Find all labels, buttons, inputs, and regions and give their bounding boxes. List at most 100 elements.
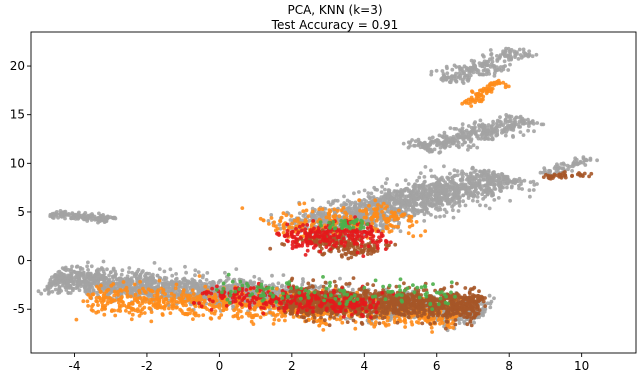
- point-gray: [87, 276, 92, 280]
- point-gray: [91, 274, 96, 278]
- point-gray: [342, 194, 346, 199]
- point-gray: [438, 207, 443, 212]
- point-gray: [134, 276, 139, 280]
- point-gray: [480, 63, 485, 68]
- point-gray: [357, 203, 362, 208]
- point-gray: [484, 132, 489, 137]
- point-gray: [75, 215, 79, 220]
- point-gray: [484, 128, 489, 133]
- point-gray: [126, 270, 131, 274]
- point-gray: [444, 191, 448, 195]
- point-gray: [75, 270, 79, 275]
- point-gray: [119, 277, 124, 281]
- chart-title: PCA, KNN (k=3): [287, 3, 382, 17]
- point-gray: [248, 280, 253, 285]
- point-gray: [553, 164, 558, 169]
- point-gray: [508, 62, 512, 67]
- point-gray: [450, 138, 454, 143]
- point-gray: [431, 141, 436, 145]
- point-gray: [136, 267, 141, 272]
- point-gray: [403, 178, 408, 183]
- point-gray: [429, 168, 433, 173]
- point-gray: [186, 279, 191, 284]
- point-gray: [441, 178, 446, 183]
- point-gray: [276, 281, 281, 286]
- point-gray: [410, 204, 415, 209]
- point-gray: [435, 138, 440, 142]
- point-gray: [70, 264, 74, 269]
- point-gray: [165, 289, 170, 294]
- point-gray: [252, 274, 257, 279]
- point-gray: [444, 184, 448, 189]
- point-gray: [129, 282, 133, 286]
- point-gray: [478, 203, 482, 208]
- point-gray: [379, 190, 384, 195]
- point-gray: [361, 202, 366, 207]
- point-gray: [74, 275, 79, 280]
- point-gray: [476, 174, 481, 179]
- point-gray: [507, 178, 511, 183]
- point-gray: [85, 272, 90, 276]
- point-gray: [402, 188, 407, 193]
- point-gray: [508, 198, 512, 203]
- point-gray: [490, 59, 495, 64]
- point-gray: [489, 131, 493, 136]
- point-gray: [333, 198, 338, 203]
- point-gray: [101, 267, 105, 272]
- point-gray: [78, 281, 82, 285]
- point-gray: [372, 185, 377, 190]
- point-gray: [90, 282, 94, 286]
- point-gray: [429, 174, 434, 179]
- point-gray: [475, 195, 480, 199]
- point-gray: [161, 283, 166, 287]
- point-gray: [507, 119, 511, 123]
- point-gray: [395, 190, 400, 195]
- point-gray: [310, 198, 315, 203]
- point-gray: [451, 215, 456, 220]
- point-gray: [430, 135, 435, 140]
- point-gray: [479, 137, 483, 141]
- point-gray: [448, 144, 452, 149]
- point-gray: [488, 305, 493, 310]
- point-gray: [100, 214, 105, 219]
- point-orange: [283, 318, 287, 323]
- point-gray: [456, 188, 461, 193]
- point-gray: [440, 69, 445, 73]
- point-gray: [466, 124, 471, 128]
- point-gray: [446, 201, 451, 206]
- point-gray: [494, 68, 498, 73]
- point-gray: [387, 188, 392, 193]
- point-gray: [47, 290, 52, 295]
- point-gray: [125, 278, 129, 282]
- point-gray: [119, 272, 124, 277]
- point-gray: [120, 268, 125, 273]
- point-gray: [328, 202, 333, 207]
- point-gray: [461, 81, 466, 85]
- point-gray: [54, 210, 59, 214]
- point-gray: [452, 168, 457, 173]
- point-gray: [496, 172, 501, 177]
- point-gray: [366, 194, 371, 199]
- point-gray: [195, 286, 200, 291]
- point-gray: [473, 189, 477, 194]
- point-gray: [77, 288, 82, 293]
- point-gray: [574, 157, 579, 162]
- point-gray: [174, 277, 178, 282]
- point-gray: [170, 273, 175, 278]
- point-gray: [565, 163, 570, 168]
- point-gray: [477, 315, 481, 320]
- point-gray: [539, 122, 544, 127]
- point-gray: [514, 115, 518, 120]
- point-gray: [105, 267, 109, 272]
- point-gray: [86, 268, 90, 272]
- point-gray: [578, 159, 583, 164]
- point-gray: [460, 122, 465, 127]
- point-gray: [495, 57, 500, 62]
- point-gray: [443, 77, 448, 82]
- point-gray: [490, 180, 495, 184]
- point-gray: [414, 197, 419, 202]
- point-gray: [389, 196, 394, 201]
- point-gray: [495, 133, 500, 137]
- point-gray: [412, 200, 417, 205]
- point-gray: [484, 72, 489, 77]
